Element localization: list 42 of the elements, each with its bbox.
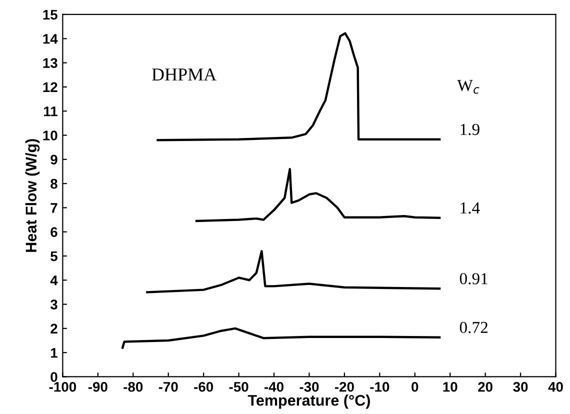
series-label: 0.91 — [460, 273, 488, 284]
y-tick-label: 4 — [50, 276, 58, 286]
series-label: 1.4 — [460, 202, 480, 214]
x-tick-label: -60 — [194, 382, 214, 392]
x-tick-label: 40 — [548, 382, 563, 392]
y-tick-label: 14 — [43, 34, 58, 44]
x-tick-label: 0 — [412, 382, 418, 392]
y-tick-label: 7 — [50, 203, 58, 213]
y-tick-label: 1 — [50, 348, 58, 358]
series-label: 1.9 — [460, 124, 480, 136]
legend-title: W$_{c}$ — [457, 80, 480, 94]
line-series — [195, 168, 441, 222]
x-tick-label: -10 — [370, 382, 390, 392]
x-axis-title: Temperature (°C) — [248, 394, 370, 409]
y-tick-label: 3 — [50, 300, 58, 310]
y-tick-label: 12 — [43, 82, 58, 92]
y-tick-label: 8 — [50, 178, 58, 189]
series-label: 0.72 — [460, 322, 488, 334]
line-series — [146, 250, 441, 294]
x-tick-label: -80 — [124, 382, 143, 392]
x-tick-label: -50 — [229, 382, 248, 392]
annotation: DHPMA — [152, 68, 217, 80]
x-tick-label: -40 — [264, 382, 284, 392]
x-tick-label: -100 — [49, 382, 76, 392]
line-series — [121, 327, 441, 349]
y-tick-label: 11 — [44, 106, 58, 116]
x-tick-label: -90 — [88, 382, 108, 392]
y-tick-label: 13 — [43, 58, 58, 68]
x-tick-label: 10 — [443, 382, 458, 392]
y-tick-label: 5 — [50, 251, 58, 262]
y-tick-label: 10 — [43, 130, 58, 140]
y-tick-label: 9 — [50, 154, 58, 165]
y-tick-label: 6 — [50, 227, 58, 238]
x-tick-label: 30 — [513, 382, 528, 392]
y-tick-label: 15 — [43, 10, 58, 20]
y-tick-label: 0 — [50, 372, 58, 382]
x-tick-label: -70 — [158, 382, 178, 392]
x-tick-label: -20 — [334, 382, 354, 392]
x-tick-label: -30 — [300, 382, 319, 392]
y-axis-title: Heat Flow (W/g) — [25, 139, 40, 252]
y-tick-label: 2 — [50, 324, 58, 334]
x-tick-label: 20 — [478, 382, 492, 392]
